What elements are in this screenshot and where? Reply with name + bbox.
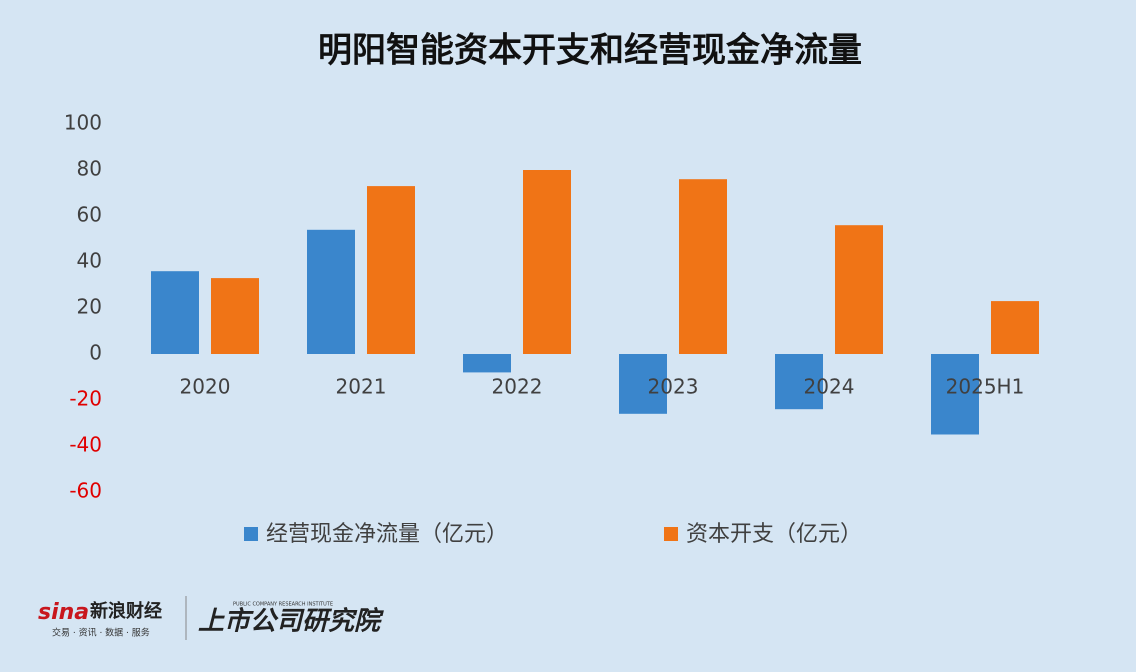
bar <box>775 354 823 410</box>
y-tick-label: 20 <box>77 295 102 319</box>
x-tick-label: 2021 <box>336 375 387 399</box>
y-tick-label: 100 <box>64 111 102 135</box>
legend-label: 资本开支（亿元） <box>686 522 862 547</box>
bar <box>835 225 883 354</box>
x-tick-label: 2024 <box>804 375 855 399</box>
brand-sub: 交易 · 资讯 · 数据 · 服务 <box>52 627 150 639</box>
bar <box>679 179 727 354</box>
bar <box>367 186 415 354</box>
legend-marker <box>244 527 258 541</box>
y-tick-label: 60 <box>77 203 102 227</box>
bar <box>523 170 571 354</box>
y-tick-label: -20 <box>69 387 102 411</box>
footer: sina 新浪财经 交易 · 资讯 · 数据 · 服务 PUBLIC COMPA… <box>38 596 384 640</box>
legend-marker <box>664 527 678 541</box>
bar <box>211 278 259 354</box>
y-tick-label: 0 <box>89 341 102 365</box>
bar <box>151 271 199 354</box>
x-tick-label: 2020 <box>180 375 231 399</box>
brand-logo: sina <box>38 600 89 625</box>
institute: 上市公司研究院 <box>198 607 384 637</box>
bar <box>931 354 979 435</box>
y-tick-label: 80 <box>77 157 102 181</box>
brand: 新浪财经 <box>90 600 162 622</box>
y-tick-label: 40 <box>77 249 102 273</box>
legend-label: 经营现金净流量（亿元） <box>266 522 508 547</box>
chart-title: 明阳智能资本开支和经营现金净流量 <box>318 31 862 71</box>
bar <box>991 301 1039 354</box>
bar <box>619 354 667 414</box>
bar <box>307 229 355 354</box>
x-tick-label: 2022 <box>492 375 543 399</box>
x-tick-label: 2025H1 <box>946 375 1025 399</box>
x-tick-label: 2023 <box>648 375 699 399</box>
institute-en: PUBLIC COMPANY RESEARCH INSTITUTE <box>233 602 333 608</box>
y-tick-label: -40 <box>69 433 102 457</box>
y-tick-label: -60 <box>69 479 102 503</box>
bar <box>463 354 511 373</box>
